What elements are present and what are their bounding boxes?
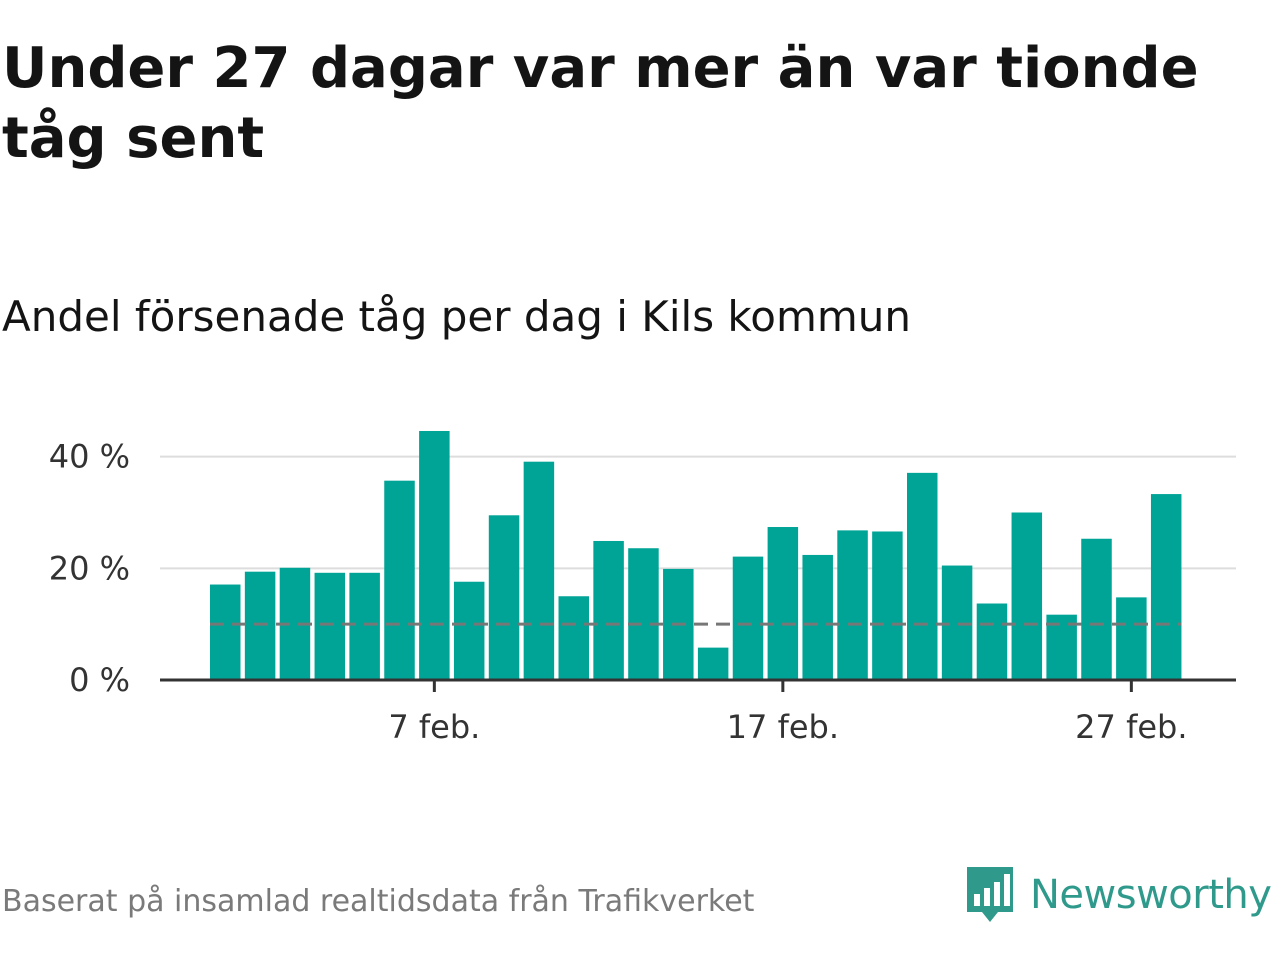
bar <box>767 527 799 680</box>
headline: Under 27 dagar var mer än var tionde tåg… <box>2 36 1199 171</box>
bar <box>1011 512 1043 680</box>
bar <box>453 581 485 680</box>
bar <box>488 515 520 680</box>
gridlines <box>160 455 1236 570</box>
newsworthy-logo-icon <box>967 867 1013 922</box>
bar <box>419 430 450 680</box>
bar <box>210 584 241 680</box>
bar <box>523 461 555 680</box>
brand: Newsworthy <box>964 862 1272 928</box>
bar <box>1150 494 1182 680</box>
bar <box>244 571 276 680</box>
chart-subtitle: Andel försenade tåg per dag i Kils kommu… <box>2 292 912 341</box>
brand-name: Newsworthy <box>1030 872 1272 918</box>
source-note: Baserat på insamlad realtidsdata från Tr… <box>2 884 755 919</box>
x-tick-label: 7 feb. <box>388 708 480 746</box>
bar <box>558 596 589 680</box>
x-tick-label: 17 feb. <box>727 708 839 746</box>
bar <box>628 548 659 680</box>
bar <box>872 531 903 680</box>
bar <box>1081 538 1112 680</box>
bar-chart: 0 % 20 % 40 % 7 feb. 17 feb. 27 feb. <box>49 430 1236 746</box>
y-tick-label: 20 % <box>49 549 130 587</box>
y-tick-label: 0 % <box>69 661 130 699</box>
x-tick-label: 27 feb. <box>1075 708 1187 746</box>
bar <box>732 556 764 680</box>
bar <box>314 572 346 680</box>
bars <box>210 430 1182 680</box>
bar <box>1116 597 1147 680</box>
bar <box>976 603 1008 680</box>
bar <box>907 472 938 680</box>
bar <box>593 540 624 680</box>
bar <box>837 530 868 680</box>
bar <box>802 554 833 680</box>
bar <box>384 480 415 680</box>
bar <box>349 572 380 680</box>
y-tick-label: 40 % <box>49 438 130 476</box>
bar <box>697 647 729 680</box>
axes: 0 % 20 % 40 % 7 feb. 17 feb. 27 feb. <box>49 438 1236 746</box>
